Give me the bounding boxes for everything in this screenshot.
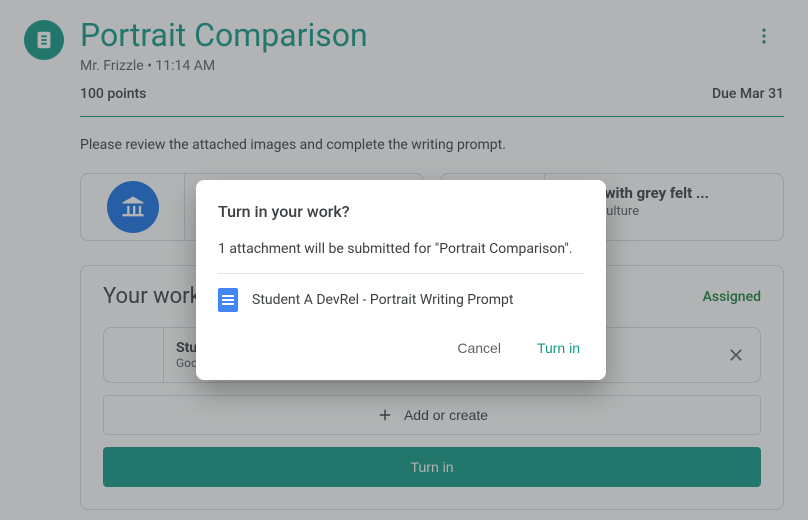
- dialog-actions: Cancel Turn in: [196, 324, 606, 380]
- dialog-title: Turn in your work?: [218, 202, 584, 221]
- dialog-body: Turn in your work? 1 attachment will be …: [196, 180, 606, 324]
- dialog-text: 1 attachment will be submitted for "Port…: [218, 241, 584, 257]
- dialog-attachment: Student A DevRel - Portrait Writing Prom…: [218, 273, 584, 324]
- dialog-attachment-name: Student A DevRel - Portrait Writing Prom…: [252, 292, 513, 308]
- dialog-cancel-button[interactable]: Cancel: [449, 334, 509, 362]
- dialog-confirm-button[interactable]: Turn in: [529, 334, 588, 362]
- google-docs-icon: [218, 288, 238, 312]
- turn-in-dialog: Turn in your work? 1 attachment will be …: [196, 180, 606, 380]
